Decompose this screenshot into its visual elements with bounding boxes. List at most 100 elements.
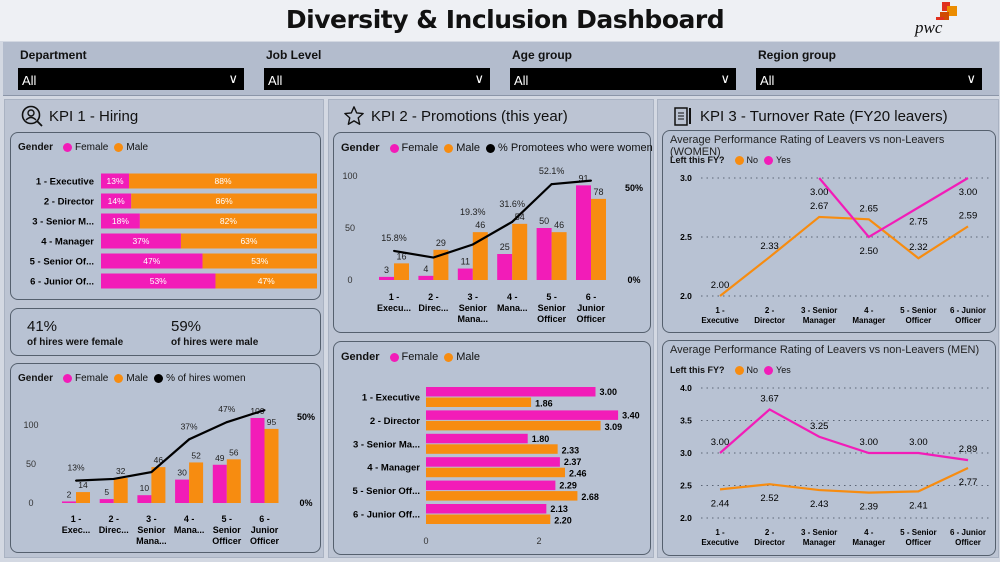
x-tick-label: 3 - Senior Manager	[801, 528, 837, 547]
data-label: 3.00	[711, 437, 730, 448]
x-tick-label: 6 -Junior Officer	[250, 514, 280, 546]
filter-bar: Department All ∨ Job Level All ∨ Age group…	[3, 42, 999, 96]
bar-female	[576, 185, 591, 280]
x-tick-label: 3 - Senior Manager	[801, 306, 837, 325]
bar-female	[426, 457, 560, 467]
filter-label: Job Level	[266, 48, 322, 62]
legend-no[interactable]: No	[746, 155, 759, 165]
data-label: 95	[267, 417, 277, 427]
data-label: 3	[384, 265, 389, 275]
legend-no[interactable]: No	[746, 365, 759, 375]
x-tick-label: 5 - Senior Officer	[900, 306, 936, 325]
y-tick-label: 3.0	[680, 448, 692, 458]
promotions-count-card: 0 50 100 0% 50% 3 16 1 -Execu... 4 29 2 -Direc... 1…	[333, 132, 653, 333]
bar-male	[591, 198, 606, 280]
x-tick-label: 0	[423, 536, 428, 546]
category-label: 2 - Director	[44, 197, 94, 208]
x-tick-label: 2 -Direc...	[99, 514, 129, 535]
bar-female	[536, 228, 552, 280]
category-label: 5 - Senior Of...	[30, 257, 94, 268]
data-label: 2.39	[860, 502, 879, 513]
age-group-dropdown[interactable]: All ∨	[510, 68, 736, 90]
turnover-women-card: 2.0 2.5 3.0 1 -Executive 2 -Director 3 - Seni…	[662, 130, 996, 333]
legend-line[interactable]: % Promotees who were women	[498, 142, 653, 154]
chart-title: Average Performance Rating of Leavers vs…	[670, 344, 980, 356]
data-label: 16	[396, 251, 406, 261]
turnover-women-line-chart: 2.0 2.5 3.0 1 -Executive 2 -Director 3 - Seni…	[680, 173, 989, 325]
bar-female	[426, 433, 528, 444]
job-level-dropdown[interactable]: All ∨	[264, 68, 490, 90]
line-yes	[719, 408, 969, 462]
bar-male	[202, 253, 317, 269]
x-tick-label: 1 -Executive	[701, 528, 739, 547]
bar-male	[189, 462, 204, 503]
data-label: 2.52	[760, 493, 779, 504]
x-tick-label: 6 -Junior Officer	[576, 292, 606, 324]
legend: Gender Female Male	[341, 351, 480, 363]
bar-male	[426, 467, 565, 478]
legend: Left this FY? No Yes	[670, 365, 791, 375]
data-label: 2.50	[860, 246, 879, 257]
legend-yes[interactable]: Yes	[776, 365, 791, 375]
y2-tick-label: 50%	[625, 183, 643, 193]
hiring-count-card: 0 50 100 0% 50% 2 14 1 -Exec... 5 32 2 -Direc... 10…	[10, 363, 321, 553]
legend-line[interactable]: % of hires women	[166, 373, 246, 384]
male-hire-label: of hires were male	[171, 337, 259, 348]
bar-male	[139, 213, 317, 229]
data-label: 2.68	[581, 492, 599, 502]
legend-male[interactable]: Male	[126, 373, 149, 384]
x-tick-label: 6 - Junior Officer	[950, 528, 986, 547]
legend-line-marker	[486, 143, 496, 153]
data-label: 2.13	[550, 504, 568, 514]
legend-yes[interactable]: Yes	[776, 155, 791, 165]
legend-female[interactable]: Female	[75, 142, 109, 153]
hiring-summary-card: 41% of hires were female 59% of hires we…	[10, 308, 321, 356]
legend-female[interactable]: Female	[75, 373, 109, 384]
bar-male	[394, 263, 409, 280]
line-data-label: 47%	[218, 404, 235, 414]
bar-male	[264, 428, 279, 503]
legend-male[interactable]: Male	[126, 142, 149, 153]
legend-male-marker	[444, 352, 454, 362]
data-label: 1.80	[532, 434, 550, 444]
y-tick-label: 3.5	[680, 416, 692, 426]
line-point	[393, 249, 395, 252]
promotions-rating-card: 0 2 1 - Executive 3.00 1.86 2 - Director 3.40 3…	[333, 341, 651, 555]
kpi1-title: KPI 1 - Hiring	[49, 107, 139, 125]
legend-male[interactable]: Male	[456, 351, 481, 363]
page-title: Diversity & Inclusion Dashboard	[285, 5, 725, 34]
legend-female[interactable]: Female	[401, 142, 439, 154]
data-label: 2.41	[909, 500, 928, 511]
bar-female	[426, 410, 619, 420]
filter-label: Region group	[758, 48, 836, 62]
data-label: 2	[67, 489, 72, 499]
line-point	[471, 243, 474, 246]
person-search-icon	[21, 105, 43, 127]
clipboard-icon	[674, 107, 691, 126]
title-bar: Diversity & Inclusion Dashboard pwc	[0, 0, 1000, 41]
line-point	[590, 179, 592, 182]
legend-male[interactable]: Male	[456, 142, 481, 154]
x-tick-label: 2 -Director	[754, 528, 785, 547]
x-tick-label: 1 -Executive	[701, 306, 739, 325]
data-label: 53%	[150, 276, 167, 286]
line-point	[188, 438, 191, 441]
legend-no-marker	[734, 155, 744, 165]
bar-female	[379, 276, 394, 280]
data-label: 14	[78, 480, 88, 490]
dropdown-value: All	[268, 73, 283, 88]
y2-tick-label: 50%	[297, 412, 315, 422]
legend-female[interactable]: Female	[401, 351, 439, 363]
legend-title: Gender	[341, 142, 380, 154]
data-label: 30	[177, 468, 187, 478]
data-label: 2.43	[810, 499, 829, 510]
department-dropdown[interactable]: All ∨	[18, 68, 244, 90]
y-tick-label: 0	[28, 498, 33, 508]
data-label: 14%	[108, 196, 125, 206]
hiring-stacked-bar-chart: 1 - Executive 13% 88% 2 - Director 14% 86% 3 -…	[30, 173, 317, 289]
legend-female-marker	[63, 374, 73, 383]
bar-female	[250, 417, 265, 503]
legend: Gender Female Male	[18, 142, 148, 153]
data-label: 2.65	[860, 203, 879, 214]
region-group-dropdown[interactable]: All ∨	[756, 68, 982, 90]
